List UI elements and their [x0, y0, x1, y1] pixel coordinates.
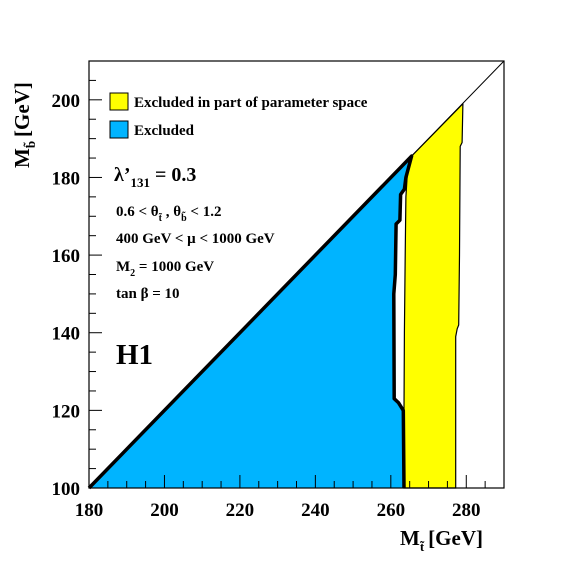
- exclusion-boundary: [87, 154, 414, 490]
- x-axis-label: Mt̃ [GeV]: [400, 526, 483, 554]
- theta-range-label: 0.6 < θt̃ , θb̃ < 1.2: [116, 204, 221, 224]
- mu-range-label: 400 GeV < μ < 1000 GeV: [116, 231, 275, 247]
- lambda-label: λ’131 = 0.3: [114, 164, 196, 190]
- y-axis-ticks: 100 120 140 160 180 200: [52, 60, 102, 500]
- x-axis-ticks: 180 200 220 240 260 280: [75, 475, 505, 521]
- legend-label-excluded-partial: Excluded in part of parameter space: [134, 95, 368, 111]
- experiment-label: H1: [116, 339, 153, 371]
- region-excluded-partial: [403, 102, 464, 489]
- x-tick-label: 220: [226, 500, 255, 521]
- x-tick-label: 260: [377, 500, 406, 521]
- y-axis-label: Mb̃[GeV]: [10, 82, 38, 168]
- y-tick-label: 200: [52, 91, 81, 112]
- y-tick-label: 180: [52, 168, 81, 189]
- y-tick-label: 140: [52, 324, 81, 345]
- x-tick-label: 200: [150, 500, 179, 521]
- x-tick-label: 280: [452, 500, 481, 521]
- y-tick-label: 160: [52, 246, 81, 267]
- legend-swatch-excluded-partial: [109, 92, 129, 111]
- y-tick-label: 100: [52, 479, 81, 500]
- tanbeta-label: tan β = 10: [116, 286, 180, 302]
- x-tick-label: 180: [75, 500, 104, 521]
- legend-label-excluded: Excluded: [134, 123, 195, 139]
- x-tick-label: 240: [301, 500, 330, 521]
- legend-swatch-excluded: [109, 120, 129, 139]
- m2-label: M2 = 1000 GeV: [116, 259, 214, 279]
- y-tick-label: 120: [52, 401, 81, 422]
